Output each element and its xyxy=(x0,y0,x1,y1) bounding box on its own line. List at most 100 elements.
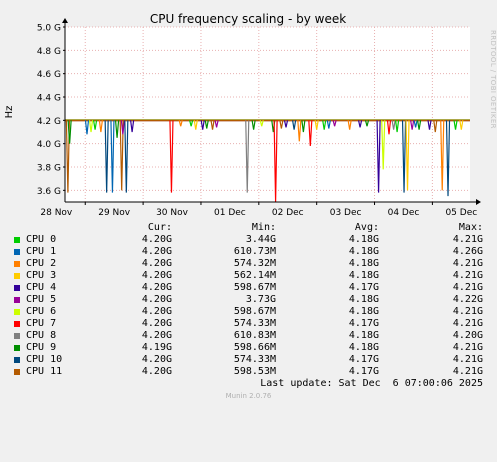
series-min: 3.44G xyxy=(245,234,276,245)
series-dip xyxy=(376,120,381,193)
series-color-swatch xyxy=(14,237,20,243)
series-dip xyxy=(119,120,124,191)
series-cur: 4.20G xyxy=(141,294,172,305)
series-dip xyxy=(279,120,284,129)
y-tick-label: 5.0 G xyxy=(37,24,61,34)
series-dip xyxy=(204,120,209,129)
series-cur: 4.20G xyxy=(141,282,172,293)
series-dip xyxy=(120,120,125,135)
y-tick-label: 4.4 G xyxy=(37,94,61,104)
series-name: CPU 2 xyxy=(26,258,57,269)
series-max: 4.21G xyxy=(452,306,483,317)
legend-header-cur: Cur: xyxy=(147,222,172,233)
series-color-swatch xyxy=(14,273,20,279)
series-max: 4.26G xyxy=(452,246,483,257)
legend-row: CPU 8 4.20G 610.83M 4.18G 4.20G xyxy=(0,330,497,342)
series-dip xyxy=(104,120,109,193)
series-avg: 4.18G xyxy=(348,294,379,305)
series-dip xyxy=(98,120,103,133)
y-axis-arrow xyxy=(62,18,68,23)
series-dip xyxy=(395,120,400,133)
legend-row: CPU 5 4.20G 3.73G 4.18G 4.22G xyxy=(0,294,497,306)
series-dip xyxy=(427,120,432,130)
series-dip xyxy=(251,120,256,130)
legend-row: CPU 2 4.20G 574.32M 4.18G 4.21G xyxy=(0,258,497,270)
series-avg: 4.17G xyxy=(348,354,379,365)
series-name: CPU 6 xyxy=(26,306,57,317)
series-dip xyxy=(357,120,363,128)
series-dip xyxy=(347,120,352,130)
legend-row: CPU 4 4.20G 598.67M 4.17G 4.21G xyxy=(0,282,497,294)
legend-row: CPU 10 4.20G 574.33M 4.17G 4.21G xyxy=(0,354,497,366)
series-dip xyxy=(297,120,302,142)
y-tick-label: 4.2 G xyxy=(37,117,61,127)
series-color-swatch xyxy=(14,261,20,267)
series-dip xyxy=(200,120,205,130)
series-cur: 4.20G xyxy=(141,330,172,341)
series-dip xyxy=(459,120,464,130)
series-avg: 4.18G xyxy=(348,246,379,257)
series-name: CPU 0 xyxy=(26,234,57,245)
series-cur: 4.20G xyxy=(141,318,172,329)
series-max: 4.21G xyxy=(452,270,483,281)
x-tick-label: 30 Nov xyxy=(156,208,189,218)
y-tick-label: 3.6 G xyxy=(37,187,61,197)
series-name: CPU 4 xyxy=(26,282,57,293)
series-dip xyxy=(433,120,438,133)
series-avg: 4.17G xyxy=(348,366,379,377)
series-max: 4.21G xyxy=(452,354,483,365)
legend-row: CPU 1 4.20G 610.73M 4.18G 4.26G xyxy=(0,246,497,258)
legend-header-avg: Avg: xyxy=(354,222,379,233)
series-dip xyxy=(88,120,94,133)
y-tick-label: 4.0 G xyxy=(37,140,61,150)
series-dip xyxy=(445,120,451,197)
series-avg: 4.17G xyxy=(348,318,379,329)
y-tick-label: 4.8 G xyxy=(37,47,61,57)
cpu-frequency-chart: CPU frequency scaling - by week Hz 5.0 G… xyxy=(4,12,481,218)
series-cur: 4.20G xyxy=(141,258,172,269)
series-dip xyxy=(308,120,313,147)
axes xyxy=(62,18,481,205)
series-name: CPU 3 xyxy=(26,270,57,281)
rrdtool-watermark: RRDTOOL / TOBI OETIKER xyxy=(489,30,497,129)
series-color-swatch xyxy=(14,297,20,303)
series-dip xyxy=(314,120,319,130)
series-color-swatch xyxy=(14,333,20,339)
series-avg: 4.18G xyxy=(348,342,379,353)
series-name: CPU 1 xyxy=(26,246,57,257)
series-dip xyxy=(114,120,120,138)
x-tick-label: 01 Dec xyxy=(214,208,246,218)
series-dip xyxy=(92,120,98,130)
grid xyxy=(63,26,470,205)
series-name: CPU 5 xyxy=(26,294,57,305)
series-min: 562.14M xyxy=(233,270,276,281)
x-tick-label: 05 Dec xyxy=(445,208,477,218)
series-cur: 4.20G xyxy=(141,306,172,317)
series-max: 4.21G xyxy=(452,342,483,353)
series-color-swatch xyxy=(14,249,20,255)
series-max: 4.21G xyxy=(452,318,483,329)
series-dip xyxy=(65,120,70,193)
series-dip xyxy=(189,120,194,127)
series-name: CPU 11 xyxy=(26,366,63,377)
series-dip xyxy=(391,120,396,130)
series-dip xyxy=(130,120,135,133)
y-tick-labels: 5.0 G 4.8 G 4.6 G 4.4 G 4.2 G 4.0 G 3.8 G 3.6 G xyxy=(37,24,61,197)
last-update-text: Last update: Sat Dec 6 07:00:06 2025 xyxy=(260,378,483,389)
y-tick-label: 4.6 G xyxy=(37,70,61,80)
series-name: CPU 8 xyxy=(26,330,57,341)
series-color-swatch xyxy=(14,285,20,291)
series-dip xyxy=(110,120,115,193)
series-min: 574.32M xyxy=(233,258,276,269)
series-dip xyxy=(416,120,422,130)
y-axis-label: Hz xyxy=(4,106,15,119)
series-lines xyxy=(65,119,470,203)
legend-row: CPU 3 4.20G 562.14M 4.18G 4.21G xyxy=(0,270,497,282)
series-name: CPU 7 xyxy=(26,318,57,329)
series-max: 4.21G xyxy=(452,234,483,245)
series-max: 4.21G xyxy=(452,282,483,293)
x-tick-label: 28 Nov xyxy=(40,208,73,218)
series-dip xyxy=(84,120,90,135)
x-tick-labels: 28 Nov 29 Nov 30 Nov 01 Dec 02 Dec 03 Dec 04 D… xyxy=(40,208,477,218)
series-dip xyxy=(405,120,410,191)
